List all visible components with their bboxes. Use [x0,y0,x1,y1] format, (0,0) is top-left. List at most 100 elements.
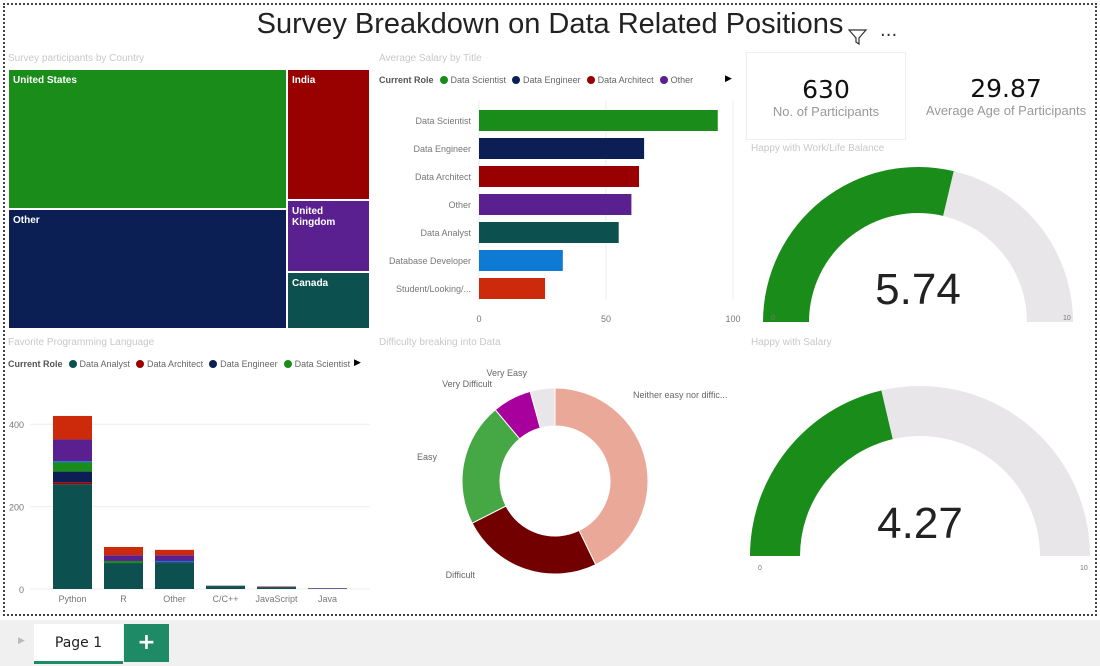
tab-page-1[interactable]: Page 1 [34,624,123,664]
treemap-tile[interactable]: Canada [287,272,370,329]
donut-slice [554,387,649,566]
legend-dot [209,360,218,368]
bar-segment [206,586,245,589]
treemap-tile[interactable]: India [287,69,370,200]
treemap-title: Survey participants by Country [8,53,145,64]
difficulty-donut-chart: Neither easy nor diffic... Difficult Easy V… [417,368,727,580]
legend-dot [512,76,521,84]
gauge-value: 4.27 [877,499,963,548]
x-category-label: JavaScript [255,594,298,604]
legend-title: Current Role [8,359,63,369]
x-tick-label: 0 [476,314,481,324]
bar-segment [104,560,143,564]
legend-item[interactable]: Data Analyst [79,359,131,369]
bar [479,110,718,131]
x-category-label: Java [318,594,337,604]
treemap-tile[interactable]: Other [8,209,287,329]
salary-gauge: 4.27 0 10 [750,386,1090,572]
slice-label: Neither easy nor diffic... [633,390,727,400]
legend-item[interactable]: Other [670,75,694,85]
gauge-fill [750,390,893,556]
bar-segment [53,471,92,483]
donut-slice [529,387,556,429]
bar [479,138,645,159]
y-category-label: Data Analyst [420,228,471,238]
y-tick-label: 200 [9,503,24,513]
legend-title: Current Role [379,75,434,85]
bar [479,250,563,271]
slice-label: Very Difficult [442,379,492,389]
scroll-left-icon[interactable]: ▶ [18,636,25,646]
work-life-gauge: 5.74 0 10 [763,167,1073,322]
more-options-icon[interactable]: ... [880,20,898,41]
bar-segment [53,461,92,463]
gauge-max-label: 10 [1080,565,1088,572]
slice-label: Very Easy [486,368,527,378]
y-tick-label: 0 [19,585,24,595]
page-tab-bar: ▶ Page 1 + [0,620,1100,666]
treemap-tile[interactable]: United States [8,69,287,209]
legend-next-icon[interactable]: ▶ [725,74,732,84]
bar [479,278,546,299]
legend-dot [586,76,595,84]
slice-label: Difficult [446,570,476,580]
gauge-min-label: 0 [758,565,762,572]
legend-dot [68,360,77,368]
difficulty-chart-title: Difficulty breaking into Data [379,337,501,348]
legend-dot [283,360,292,368]
x-tick-label: 100 [725,314,740,324]
x-category-label: C/C++ [212,594,238,604]
y-tick-label: 400 [9,420,24,430]
legend-item[interactable]: Data Scientist [450,75,507,85]
y-category-label: Database Developer [389,256,471,266]
legend-item[interactable]: Data Engineer [220,359,278,369]
y-category-label: Student/Looking/... [396,284,471,294]
legend-item[interactable]: Data Architect [147,359,204,369]
y-category-label: Other [448,200,471,210]
y-category-label: Data Scientist [415,116,471,126]
bar-segment [53,482,92,485]
gauge-fill [763,167,954,322]
salary-bar-chart: 0 50 100 Data Scientist Data Engineer Data Ar… [389,100,741,324]
filter-icon[interactable] [848,28,868,46]
bar-segment [104,546,143,556]
x-category-label: Python [58,594,86,604]
language-chart-title: Favorite Programming Language [8,337,155,348]
gauge-max-label: 10 [1063,315,1071,322]
legend-dot [659,76,668,84]
language-stacked-bar-chart: 0 200 400 Python R Other C/C++ JavaScript Java [9,415,370,604]
donut-slice [471,505,597,575]
x-tick-label: 50 [601,314,611,324]
bar-segment [155,549,194,556]
legend-item[interactable]: Data Engineer [523,75,581,85]
y-category-label: Data Architect [415,172,472,182]
gauge-track [881,386,1090,556]
salary-legend: Current Role Data Scientist Data Engineer D… [379,75,693,85]
kpi-card-average-age: 29.87 Average Age of Participants [915,52,1097,140]
page-title: Survey Breakdown on Data Related Positio… [256,8,844,40]
gauge-value: 5.74 [875,265,961,314]
bar [479,222,619,243]
kpi-card-participants: 630 No. of Participants [746,52,906,140]
legend-dot [439,76,448,84]
kpi-label: No. of Participants [772,104,880,119]
bar-segment [155,555,194,561]
add-page-button[interactable]: + [124,624,169,662]
bar-segment [53,415,92,440]
gauge-min-label: 0 [771,315,775,322]
bar-segment [155,563,194,589]
salary-chart-title: Average Salary by Title [379,53,482,64]
kpi-value: 29.87 [970,74,1042,103]
legend-item[interactable]: Data Architect [597,75,654,85]
bar-segment [53,462,92,472]
bar-segment [155,562,194,564]
gauge-title: Happy with Salary [751,337,832,348]
bar-segment [104,563,143,589]
bar-segment [53,484,92,589]
treemap-tile[interactable]: United Kingdom [287,200,370,272]
legend-next-icon[interactable]: ▶ [354,358,361,368]
legend-dot [136,360,145,368]
language-legend: Current Role Data Analyst Data Architect Da… [8,359,350,369]
legend-item[interactable]: Data Scientist [294,359,351,369]
x-category-label: R [120,594,127,604]
